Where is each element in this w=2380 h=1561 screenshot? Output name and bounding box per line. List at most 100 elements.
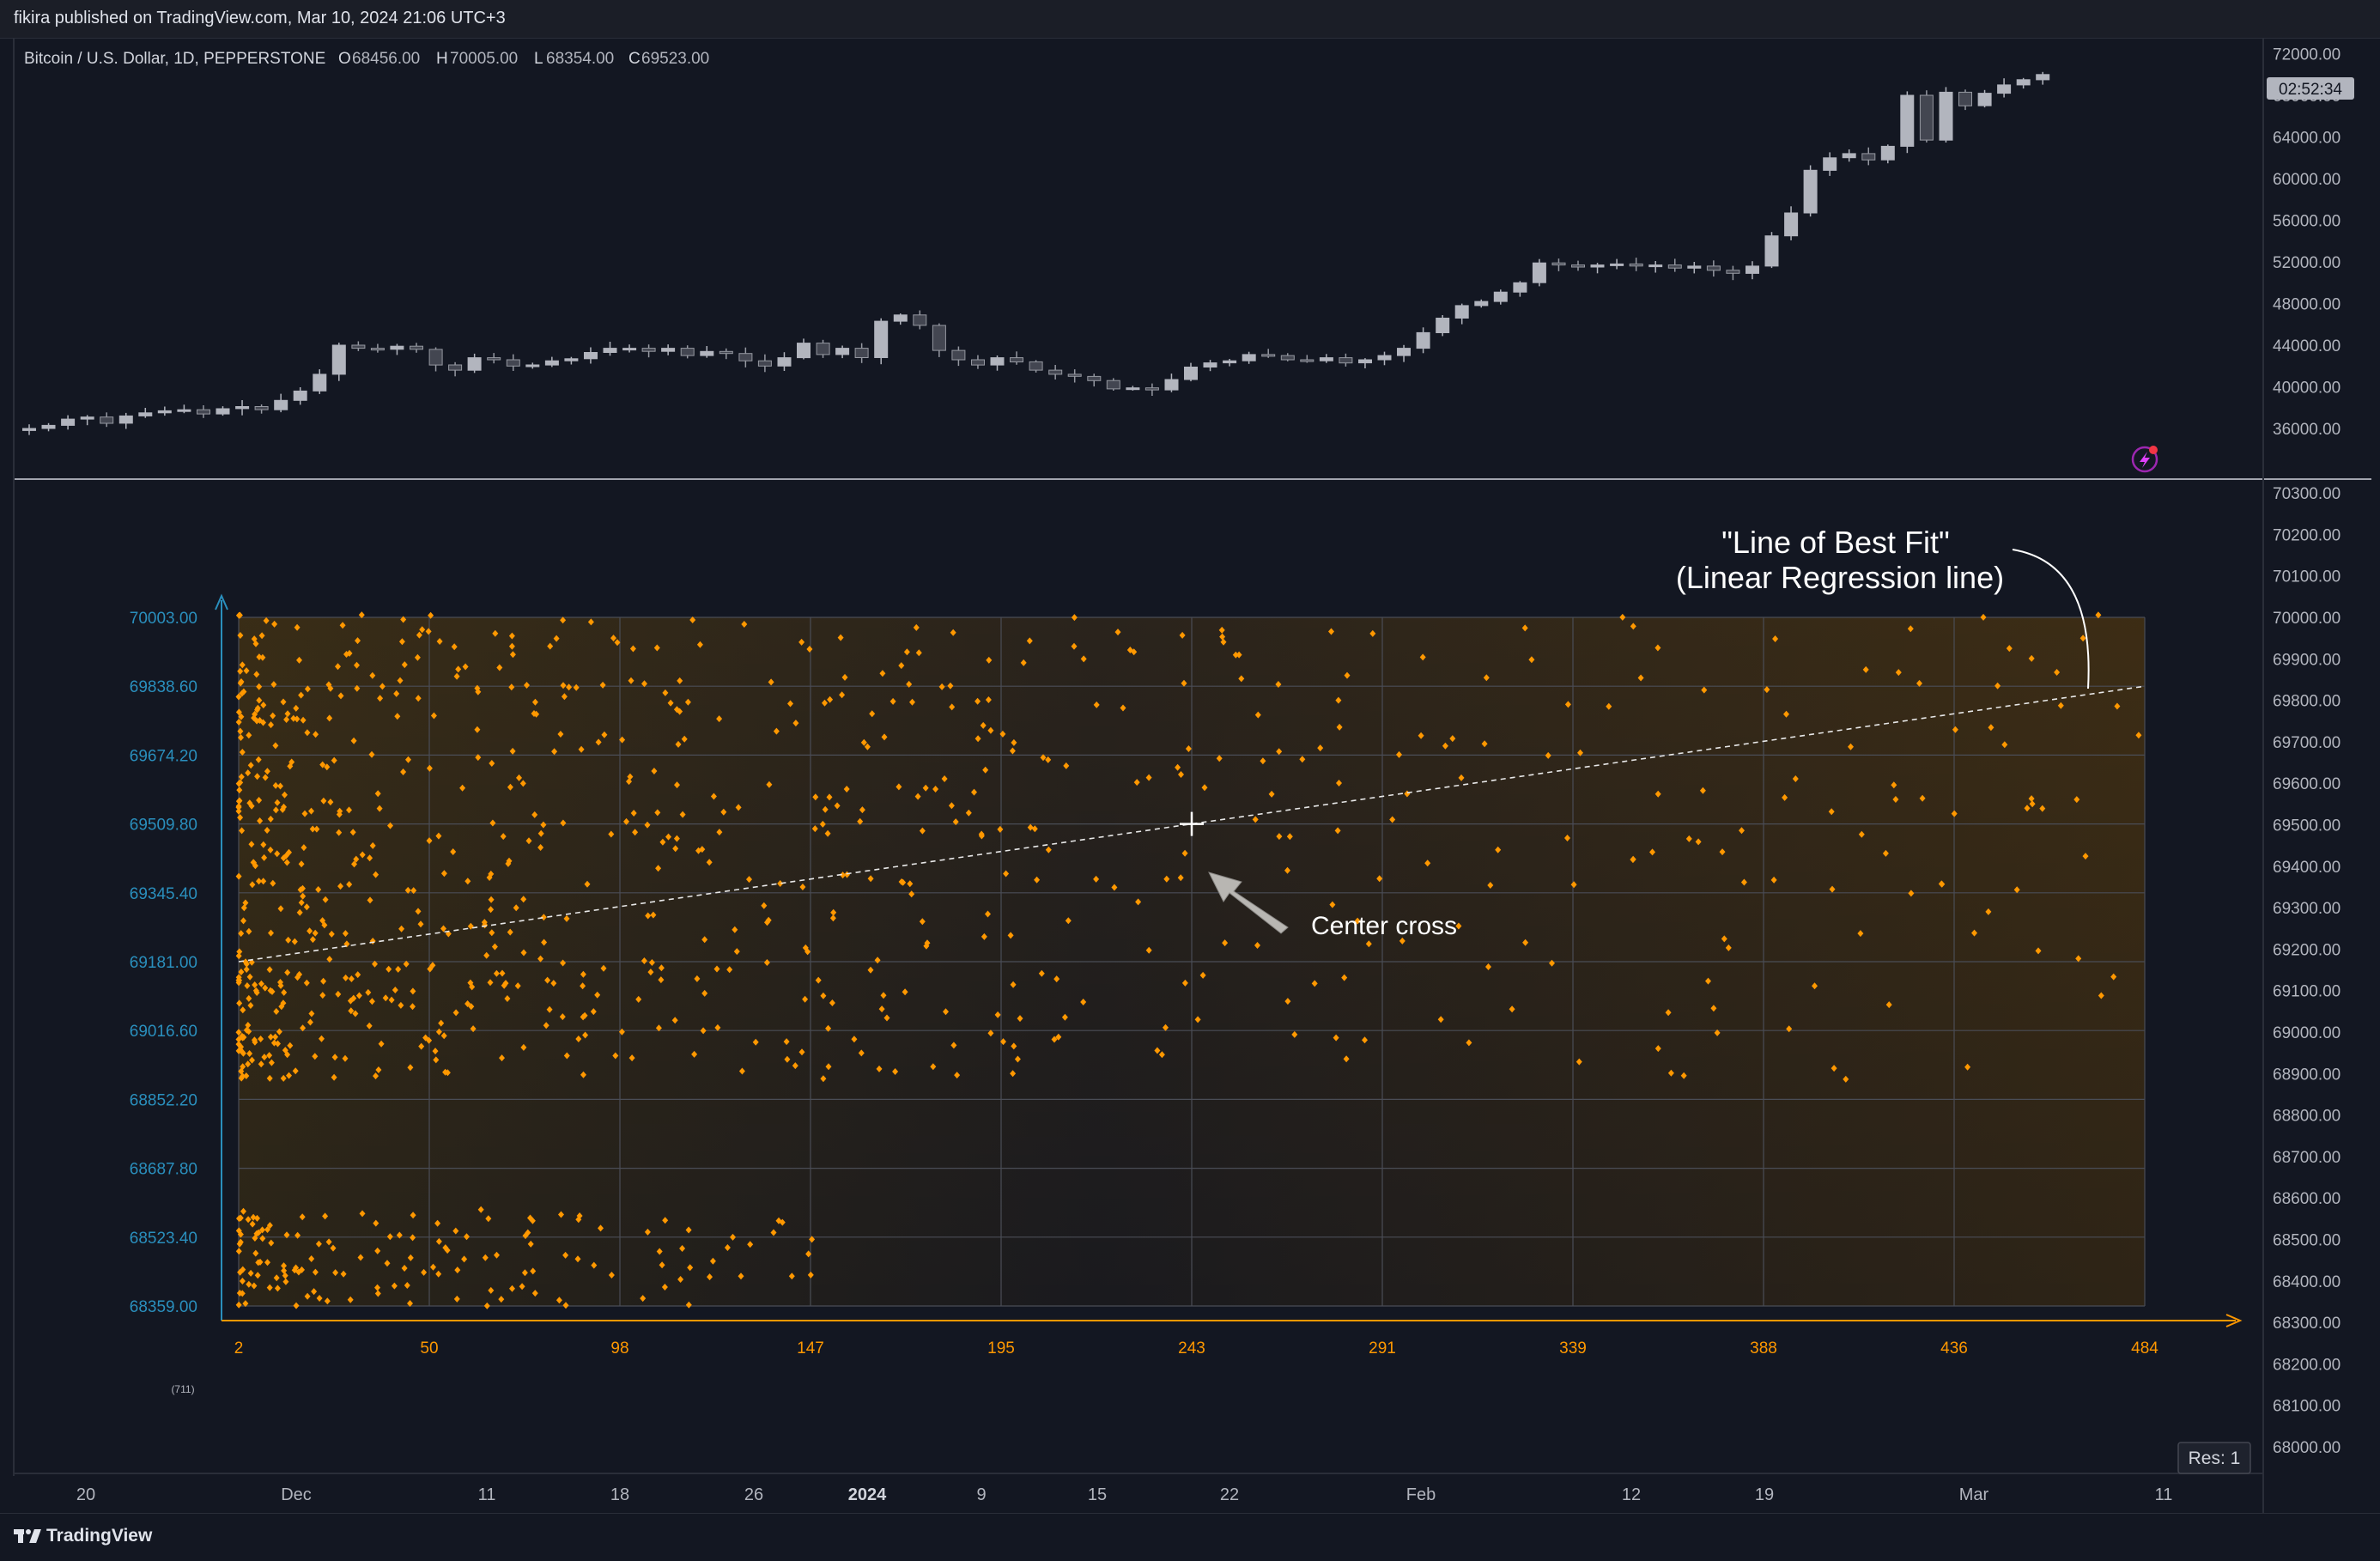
scatter-point	[658, 964, 665, 972]
scatter-point	[242, 899, 249, 907]
chart-svg[interactable]: Bitcoin / U.S. Dollar, 1D, PEPPERSTONE O…	[0, 38, 2380, 1515]
scatter-point	[874, 957, 881, 964]
candle-body	[487, 357, 501, 361]
scatter-point	[626, 778, 632, 786]
scatter-point	[255, 756, 262, 763]
scatter-point	[508, 642, 515, 650]
time-tick: 9	[976, 1485, 986, 1504]
scatter-point	[858, 1049, 865, 1057]
scatter-point	[550, 980, 557, 987]
scatter-point	[1951, 810, 1958, 817]
scatter-point	[689, 617, 696, 623]
scatter-point	[303, 979, 310, 987]
scatter-point	[252, 1249, 259, 1257]
scatter-point	[1181, 849, 1188, 857]
scatter-point	[270, 1039, 277, 1047]
scatter-point	[1389, 816, 1396, 823]
scatter-point	[266, 1074, 273, 1082]
scatter-point	[1649, 848, 1655, 856]
scatter-point	[765, 916, 772, 924]
candle-body	[777, 357, 792, 367]
scatter-point	[426, 764, 433, 772]
resolution-badge[interactable]	[2177, 1442, 2251, 1474]
scatter-point	[349, 829, 356, 836]
scatter-point	[1509, 1005, 1515, 1013]
scatter-point	[525, 837, 532, 845]
x-axis-arrow-icon	[2225, 1314, 2243, 1327]
scatter-point	[235, 1248, 242, 1255]
scatter-point	[1455, 922, 1462, 930]
candle-body	[738, 353, 753, 361]
scatter-point	[997, 825, 1004, 833]
scatter-point	[293, 1264, 300, 1272]
scatter-point	[519, 780, 526, 787]
candle-body	[293, 390, 307, 401]
scatter-point	[883, 1014, 890, 1022]
scatter-point	[404, 1282, 410, 1289]
scatter-point	[1061, 1013, 1068, 1021]
scatter-point	[382, 994, 389, 1002]
time-tick: 19	[1755, 1485, 1774, 1504]
scatter-point	[410, 987, 416, 995]
scatter-point	[1080, 999, 1087, 1005]
scatter-point	[296, 908, 303, 916]
price-tick-bottom: 70200.00	[2273, 526, 2341, 544]
scatter-point	[294, 715, 301, 723]
scatter-point	[263, 617, 270, 624]
scatter-point	[294, 1231, 301, 1239]
price-axis-bottom[interactable]: 70300.00 70200.00 70100.00 70000.00 69900.00…	[2273, 485, 2341, 1457]
scatter-point	[284, 969, 291, 976]
scatter-point	[938, 683, 945, 690]
scatter-point	[236, 797, 243, 805]
time-tick: 18	[610, 1485, 629, 1504]
price-tick-bottom: 69700.00	[2273, 734, 2341, 752]
best-fit-subtitle: (Linear Regression line)	[1676, 560, 2004, 595]
scatter-point	[246, 732, 252, 739]
scatter-point	[971, 788, 977, 796]
scatter-point	[464, 878, 471, 885]
scatter-point	[410, 887, 417, 895]
scatter-point	[355, 971, 361, 979]
scatter-point	[2029, 800, 2036, 808]
scatter-point	[359, 1210, 366, 1218]
scatter-point	[524, 682, 530, 689]
price-axis-top[interactable]: 72000.0068000.0064000.0060000.0056000.00…	[2273, 46, 2341, 440]
scatter-point	[300, 884, 306, 892]
candle-body	[1900, 94, 1915, 147]
scatter-point	[741, 621, 748, 628]
candlestick-series	[22, 71, 2050, 435]
scatter-point	[283, 1231, 290, 1239]
candle-body	[216, 408, 230, 415]
candle-body	[370, 348, 385, 351]
scatter-point	[1179, 631, 1186, 639]
scatter-point	[1545, 751, 1551, 759]
scatter-point	[898, 662, 905, 670]
time-axis[interactable]: 20 Dec 11 18 26 2024 9 15 22 Feb 12 19 Mar 11	[76, 1485, 2173, 1504]
scatter-point	[949, 703, 956, 711]
scatter-point	[580, 970, 586, 978]
scatter-point	[236, 976, 243, 984]
candle-body	[1106, 380, 1120, 390]
scatter-point	[250, 859, 257, 866]
scatter-point	[287, 1042, 294, 1049]
scatter-point	[410, 1003, 416, 1011]
scatter-point	[1654, 1045, 1661, 1053]
scatter-point	[509, 651, 516, 659]
scatter-point	[1071, 642, 1078, 650]
scatter-point	[1907, 625, 1914, 633]
chart-area[interactable]: Bitcoin / U.S. Dollar, 1D, PEPPERSTONE O…	[0, 38, 2380, 1558]
scatter-point	[235, 1041, 242, 1048]
scatter-point	[427, 965, 434, 973]
scatter-point	[369, 671, 376, 679]
candle-body	[1880, 145, 1895, 161]
scatter-point	[452, 1227, 459, 1235]
scatter-point	[400, 616, 407, 623]
scatter-point	[350, 737, 357, 744]
scatter-point	[1329, 901, 1336, 908]
lightning-icon[interactable]	[2131, 446, 2158, 473]
scatter-point	[1882, 849, 1889, 857]
tradingview-logo[interactable]: TradingView	[14, 1526, 152, 1546]
scatter-point	[430, 712, 437, 720]
scatter-point	[580, 982, 586, 990]
scatter-point	[559, 1013, 566, 1021]
